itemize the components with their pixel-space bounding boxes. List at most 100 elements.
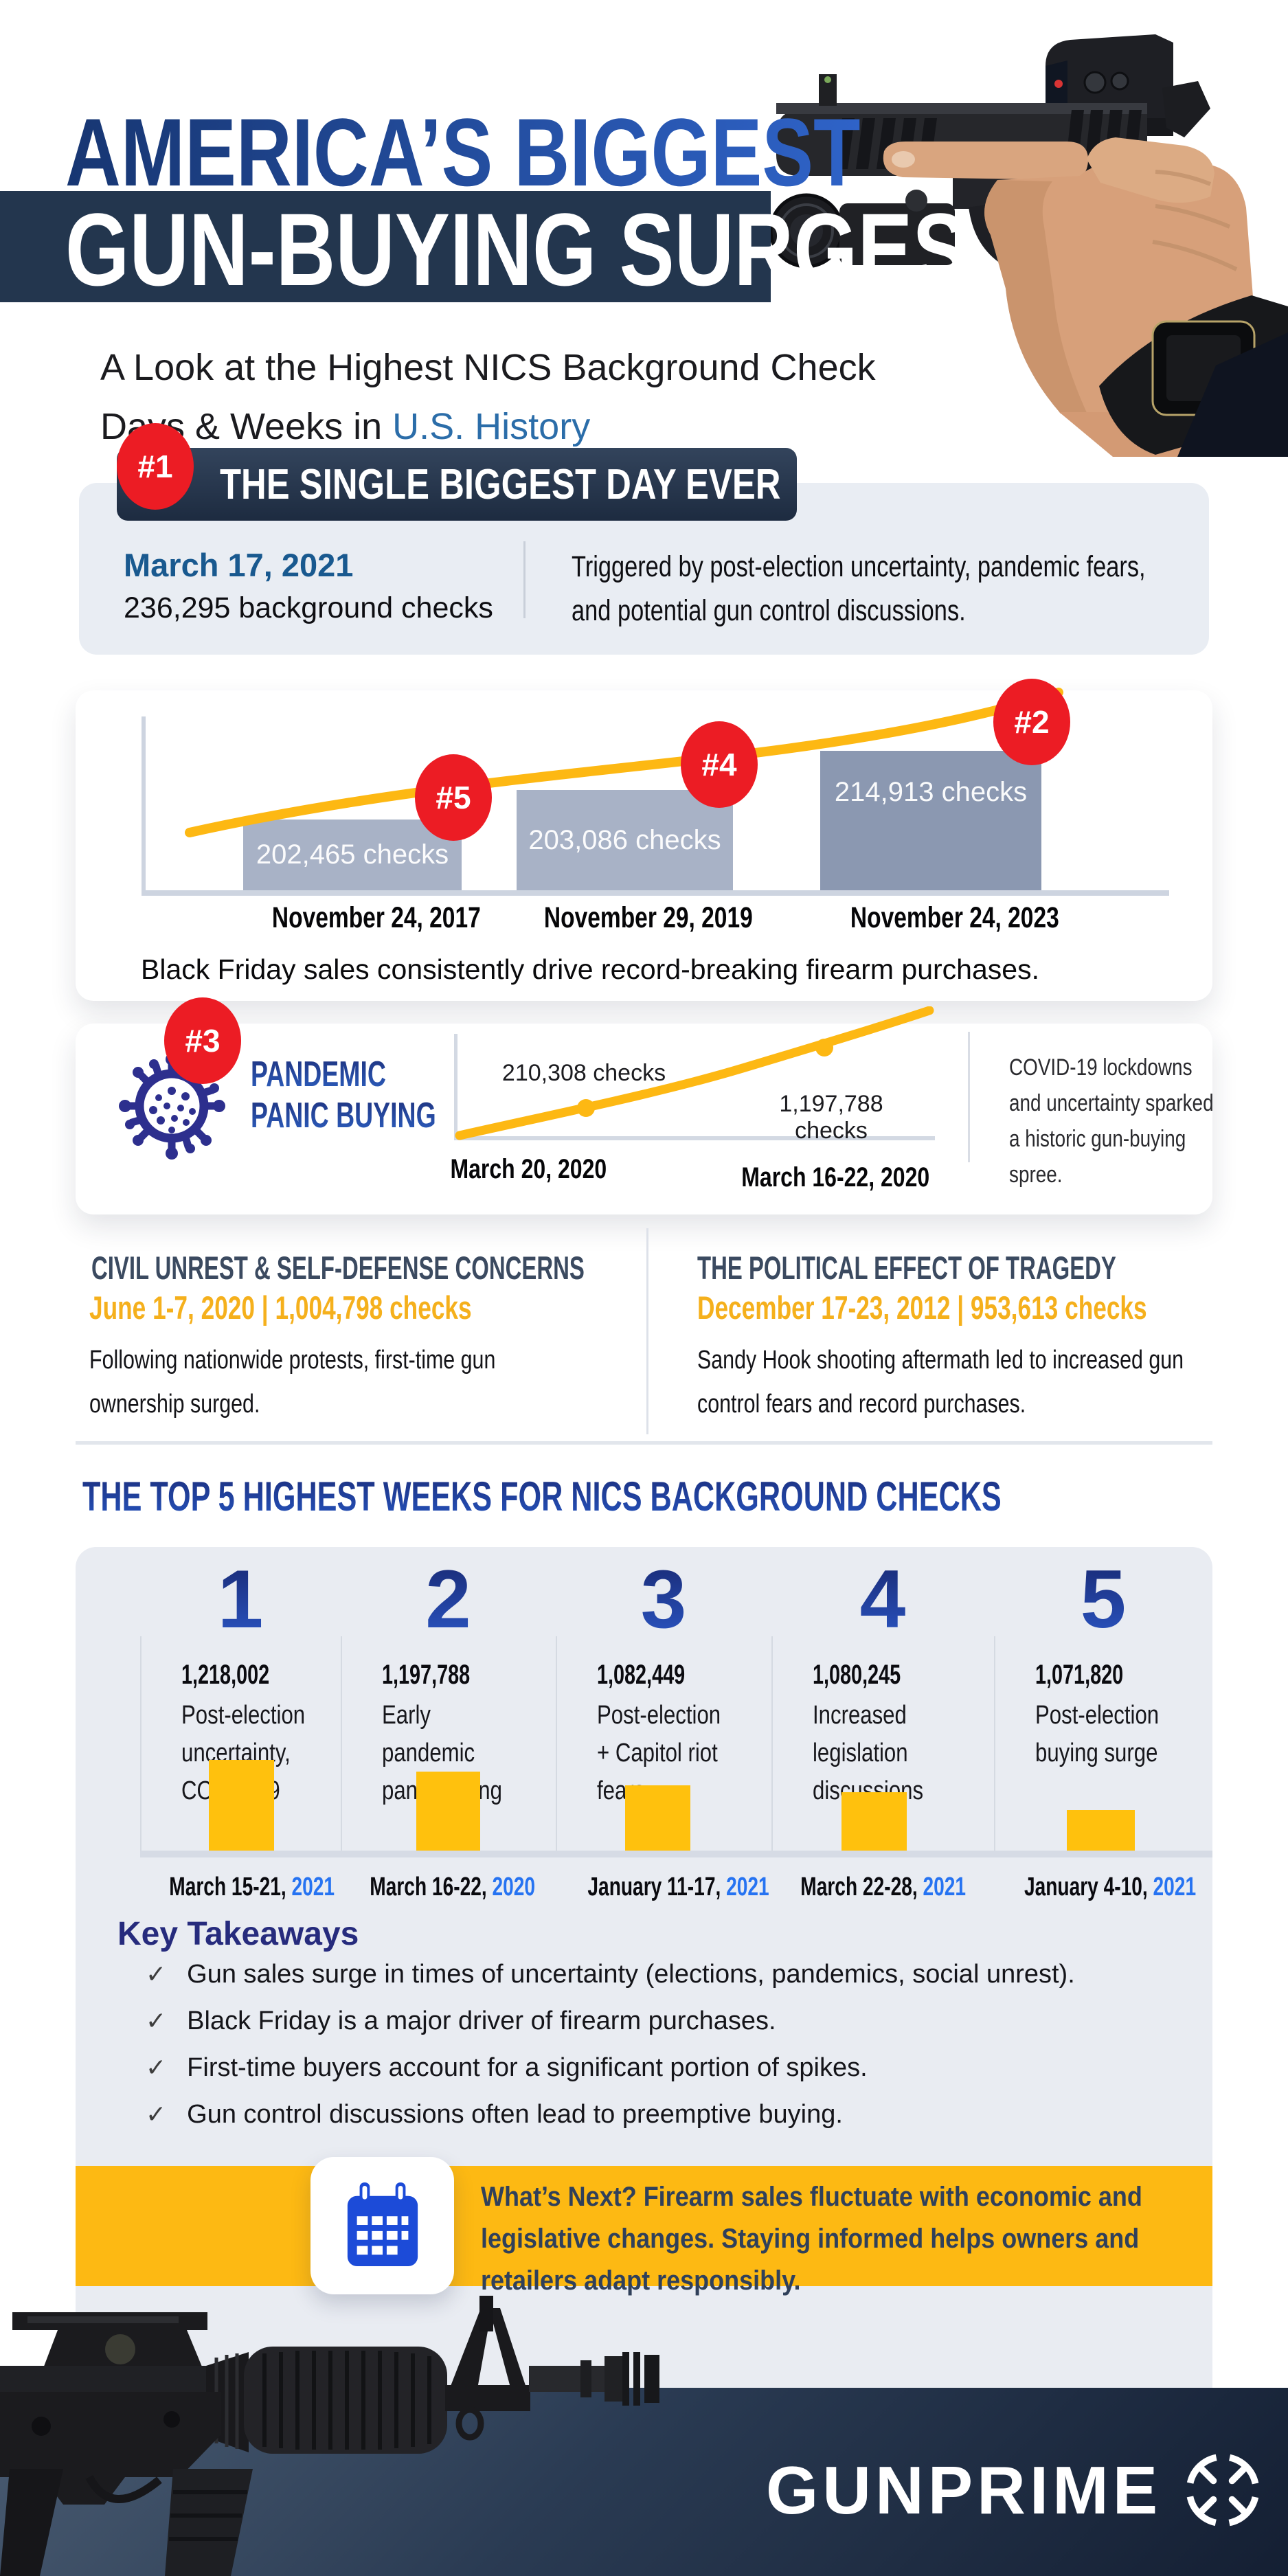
pandemic-card xyxy=(76,1024,1212,1214)
rank-badge-5-label: #5 xyxy=(436,780,471,815)
pandemic-point1-label: 210,308 checks xyxy=(501,1060,666,1086)
bf-bar-3-label: 214,913 checks xyxy=(834,777,1028,807)
virus-icon xyxy=(119,1053,225,1160)
biggest-day-date: March 17, 2021 xyxy=(124,547,354,583)
civil-unrest-title: CIVIL UNREST & SELF-DEFENSE CONCERNS xyxy=(91,1250,585,1286)
bf-date-3: November 24, 2023 xyxy=(850,901,1059,934)
pandemic-x-axis xyxy=(454,1136,935,1140)
top5-year-1: 2021 xyxy=(291,1873,335,1901)
bf-date-2: November 29, 2019 xyxy=(543,901,753,934)
top5-value-2: 1,197,788 xyxy=(382,1660,471,1690)
bf-bar-2-label: 203,086 checks xyxy=(528,824,721,855)
top5-rank-1: 1 xyxy=(217,1553,264,1645)
civil-unrest-description: Following nationwide protests, first-tim… xyxy=(89,1346,496,1419)
calendar-icon xyxy=(347,2182,418,2266)
top5-bar-3 xyxy=(625,1785,690,1853)
pandemic-point2-label: 1,197,788 checks xyxy=(779,1091,883,1144)
page-title-line2: GUN-BUYING SURGES xyxy=(65,192,968,307)
top5-heading: THE TOP 5 HIGHEST WEEKS FOR NICS BACKGRO… xyxy=(82,1473,1002,1519)
top5-value-5: 1,071,820 xyxy=(1035,1660,1124,1690)
footer-brand-text: GUNPRIME xyxy=(766,2452,1162,2528)
pandemic-title-line2: PANIC BUYING xyxy=(251,1096,436,1136)
biggest-day-divider xyxy=(523,541,526,618)
columns-divider xyxy=(646,1228,648,1434)
section-divider-line xyxy=(76,1441,1212,1445)
pandemic-title-line1: PANDEMIC xyxy=(251,1054,386,1094)
rank-badge-4-label: #4 xyxy=(701,747,737,782)
top5-divider-0 xyxy=(140,1636,142,1851)
top5-date-1: March 15-21, xyxy=(169,1873,286,1901)
subtitle-highlight: U.S. History xyxy=(392,406,591,447)
pandemic-date-1: March 20, 2020 xyxy=(450,1154,607,1184)
bf-y-axis xyxy=(142,716,146,896)
top5-bar-5 xyxy=(1067,1810,1135,1853)
top5-divider-4 xyxy=(994,1636,995,1851)
check-icon: ✓ xyxy=(146,2053,167,2081)
top5-rank-4: 4 xyxy=(859,1553,906,1645)
reticle-logo-icon xyxy=(1186,2453,1260,2527)
tragedy-description: Sandy Hook shooting aftermath led to inc… xyxy=(697,1346,1184,1419)
biggest-day-stat: 236,295 background checks xyxy=(124,591,493,624)
pandemic-description: COVID-19 lockdowns and uncertainty spark… xyxy=(1009,1054,1214,1188)
top5-divider-2 xyxy=(556,1636,557,1851)
bf-bar-2: 203,086 checks xyxy=(517,790,733,890)
rank-badge-1: #1 xyxy=(117,423,194,510)
rifle-illustration xyxy=(0,2296,659,2576)
top5-rank-3: 3 xyxy=(640,1553,687,1645)
key-takeaways-heading: Key Takeaways xyxy=(117,1916,359,1952)
whats-next-text: What’s Next? Firearm sales fluctuate wit… xyxy=(481,2182,1142,2296)
top5-year-3: 2021 xyxy=(726,1873,769,1901)
takeaway-item-4: Gun control discussions often lead to pr… xyxy=(187,2100,843,2129)
top5-divider-3 xyxy=(771,1636,773,1851)
top5-desc-5: Post-election buying surge xyxy=(1035,1701,1160,1767)
pandemic-y-axis xyxy=(454,1034,457,1139)
top5-date-4: March 22-28, xyxy=(800,1873,918,1901)
top5-date-3: January 11-17, xyxy=(587,1873,721,1901)
rank-badge-3-label: #3 xyxy=(185,1023,221,1059)
top5-year-5: 2021 xyxy=(1153,1873,1197,1901)
rank-badge-1-label: #1 xyxy=(137,449,173,484)
subtitle: A Look at the Highest NICS Background Ch… xyxy=(100,338,876,456)
top5-year-2: 2020 xyxy=(492,1873,536,1901)
top5-desc-4: Increased legislation discussions xyxy=(813,1701,924,1805)
top5-date-2: March 16-22, xyxy=(370,1873,487,1901)
bf-date-1: November 24, 2017 xyxy=(271,901,481,934)
tragedy-title: THE POLITICAL EFFECT OF TRAGEDY xyxy=(697,1250,1116,1286)
top5-value-4: 1,080,245 xyxy=(813,1660,901,1690)
top5-date-5: January 4-10, xyxy=(1024,1873,1148,1901)
pistol-photo xyxy=(769,0,1288,457)
check-icon: ✓ xyxy=(146,1960,167,1988)
bf-x-axis xyxy=(142,890,1169,896)
footer-logo: GUNPRIME xyxy=(766,2447,1266,2533)
takeaway-item-1: Gun sales surge in times of uncertainty … xyxy=(187,1960,1075,1989)
top5-rank-2: 2 xyxy=(425,1553,471,1645)
biggest-day-pill: THE SINGLE BIGGEST DAY EVER xyxy=(117,448,797,521)
biggest-day-description: Triggered by post-election uncertainty, … xyxy=(572,550,1146,627)
top5-bar-1 xyxy=(209,1760,274,1853)
top5-divider-1 xyxy=(341,1636,342,1851)
top5-rank-5: 5 xyxy=(1080,1553,1127,1645)
civil-unrest-stat: June 1-7, 2020 | 1,004,798 checks xyxy=(89,1289,472,1326)
top5-year-4: 2021 xyxy=(923,1873,967,1901)
pandemic-divider xyxy=(968,1032,970,1162)
rank-badge-4: #4 xyxy=(681,721,758,808)
rank-badge-2-label: #2 xyxy=(1014,704,1050,740)
bf-bar-1-label: 202,465 checks xyxy=(256,839,449,870)
rank-badge-3: #3 xyxy=(164,997,241,1084)
top5-desc-3: Post-election + Capitol riot fears xyxy=(597,1701,721,1805)
top5-bar-2 xyxy=(416,1772,480,1853)
check-icon: ✓ xyxy=(146,2007,167,2035)
top5-desc-2: Early pandemic panic buying xyxy=(382,1701,502,1805)
page-title-line1: AMERICA’S BIGGEST xyxy=(65,98,861,206)
rank-badge-2: #2 xyxy=(993,679,1070,765)
top5-bar-4 xyxy=(841,1792,907,1853)
tragedy-stat: December 17-23, 2012 | 953,613 checks xyxy=(697,1289,1147,1326)
takeaway-item-3: First-time buyers account for a signific… xyxy=(187,2053,868,2082)
top5-baseline xyxy=(140,1851,1212,1857)
rank-badge-5: #5 xyxy=(415,754,492,841)
bf-bar-1: 202,465 checks xyxy=(243,820,462,890)
calendar-box xyxy=(310,2157,454,2294)
subtitle-line1: A Look at the Highest NICS Background Ch… xyxy=(100,347,876,388)
pistol-hand-illustration xyxy=(769,34,1288,457)
